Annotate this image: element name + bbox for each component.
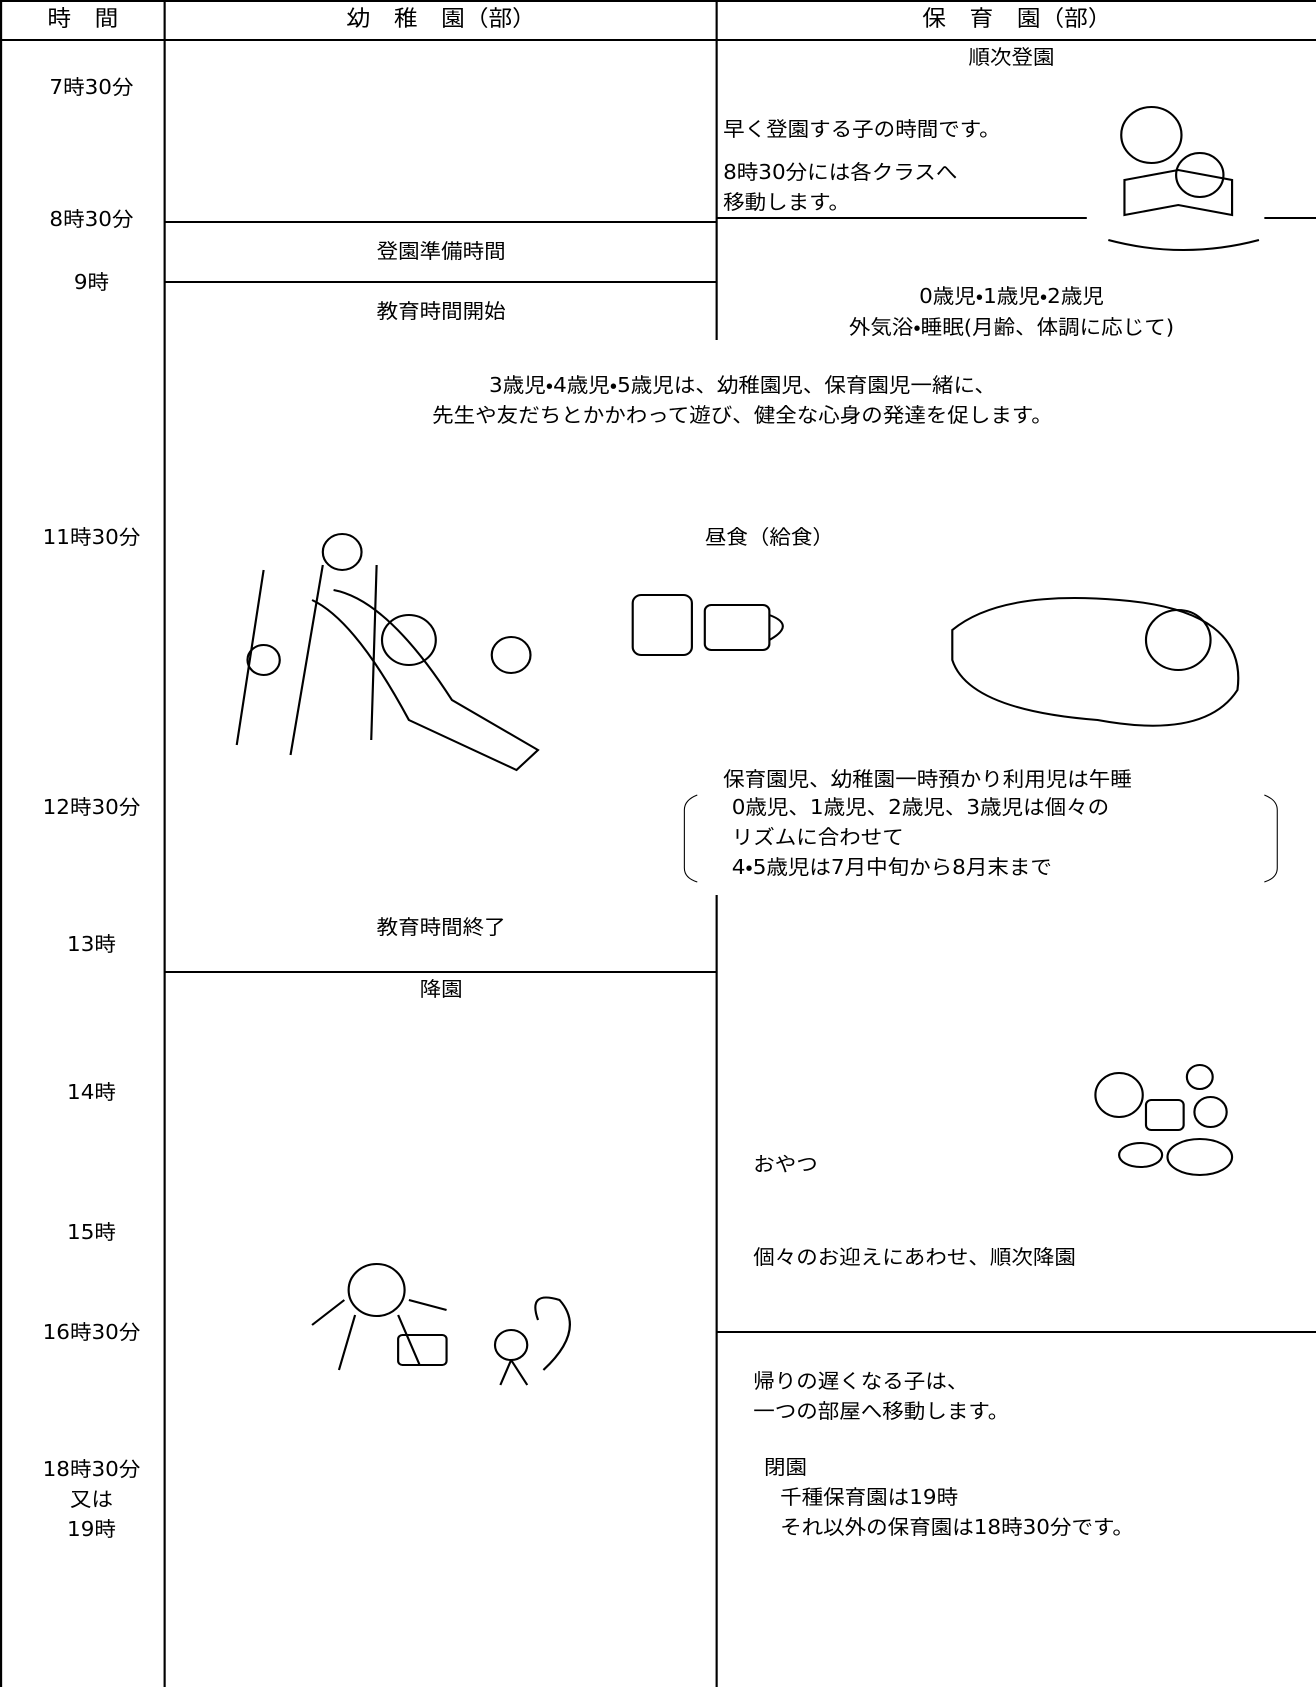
bracket (1264, 794, 1278, 883)
ill-part (1193, 1096, 1228, 1128)
ill-part (631, 594, 693, 656)
ill-part (1144, 609, 1212, 671)
nursery-text: 0歳児・1歳児・2歳児 (919, 284, 1104, 307)
ill-part (321, 533, 363, 571)
nursery-text: それ以外の保育園は18時30分です。 (780, 1515, 1134, 1538)
nursery-text: 一つの部屋へ移動します。 (753, 1399, 1009, 1422)
nursery-text: 個々のお迎えにあわせ、順次降園 (753, 1245, 1076, 1268)
ill-part (1185, 1064, 1214, 1090)
ill-part (493, 1329, 529, 1361)
time-label: 又は (70, 1487, 113, 1510)
shared-text: 昼食（給食） (705, 525, 834, 548)
time-label: 18時30分 (43, 1457, 141, 1480)
kindergarten-text: 登園準備時間 (377, 239, 506, 262)
nursery-text: 閉園 (764, 1455, 807, 1478)
nursery-text: 順次登園 (968, 45, 1054, 68)
time-label: 9時 (74, 270, 109, 293)
nursery-text: 外気浴・睡眠(月齢、体調に応じて) (849, 315, 1174, 338)
illustration-reading (1108, 106, 1260, 251)
header-nursery: 保 育 園（部） (922, 7, 1111, 32)
time-label: 11時30分 (43, 525, 141, 548)
ill-part (311, 1299, 447, 1371)
nursery-text: 帰りの遅くなる子は、 (753, 1369, 968, 1392)
nursery-text: 千種保育園は19時 (780, 1485, 958, 1508)
shared-text: 0歳児、1歳児、2歳児、3歳児は個々の (732, 795, 1109, 818)
illustration-going-home (311, 1263, 571, 1386)
ill-part (1118, 1142, 1164, 1168)
ill-part (1120, 106, 1183, 164)
kindergarten-text: 教育時間終了 (377, 915, 506, 938)
shared-text: 先生や友だちとかかわって遊び、健全な心身の発達を促します。 (432, 403, 1053, 426)
ill-part (1166, 1138, 1234, 1176)
shared-text: リズムに合わせて (732, 825, 904, 848)
ill-part (311, 589, 540, 772)
time-label: 14時 (67, 1080, 116, 1103)
ill-part (703, 604, 771, 651)
ill-part (1094, 1072, 1144, 1118)
time-label: 7時30分 (49, 75, 133, 98)
ill-part (1108, 239, 1260, 251)
time-label: 13時 (67, 932, 116, 955)
time-label: 19時 (67, 1517, 116, 1540)
ill-part (1175, 152, 1225, 198)
ill-part (951, 597, 1240, 727)
header-time: 時 間 (47, 7, 118, 32)
ill-part (1123, 168, 1234, 217)
ill-part (380, 614, 437, 666)
illustration-lunch (631, 594, 784, 656)
ill-part (490, 636, 532, 674)
ill-part (768, 614, 784, 641)
ill-part (499, 1296, 571, 1386)
ill-part (235, 564, 378, 756)
ill-part (397, 1334, 448, 1366)
time-label: 16時30分 (43, 1320, 141, 1343)
illustration-snack (1094, 1064, 1234, 1176)
illustration-sleeping (951, 597, 1240, 727)
shared-text: 保育園児、幼稚園一時預かり利用児は午睡 (723, 767, 1132, 790)
time-label: 12時30分 (43, 795, 141, 818)
ill-part (1144, 1099, 1185, 1131)
kindergarten-text: 教育時間開始 (377, 299, 506, 322)
kindergarten-text: 降園 (420, 977, 463, 1000)
shared-text: 3歳児・4歳児・5歳児は、幼稚園児、保育園児一緒に、 (489, 373, 996, 396)
ill-part (246, 644, 281, 676)
nursery-text: 移動します。 (723, 190, 850, 213)
time-label: 8時30分 (49, 207, 133, 230)
bracket (683, 794, 698, 883)
nursery-text: 早く登園する子の時間です。 (723, 117, 1001, 140)
nursery-text: おやつ (753, 1152, 818, 1175)
nursery-text: 8時30分には各クラスへ (723, 160, 957, 183)
header-kindergarten: 幼 稚 園（部） (347, 7, 536, 32)
shared-text: 4・5歳児は7月中旬から8月末まで (732, 855, 1052, 878)
illustration-slide (235, 533, 540, 772)
time-label: 15時 (67, 1220, 116, 1243)
ill-part (347, 1263, 406, 1317)
